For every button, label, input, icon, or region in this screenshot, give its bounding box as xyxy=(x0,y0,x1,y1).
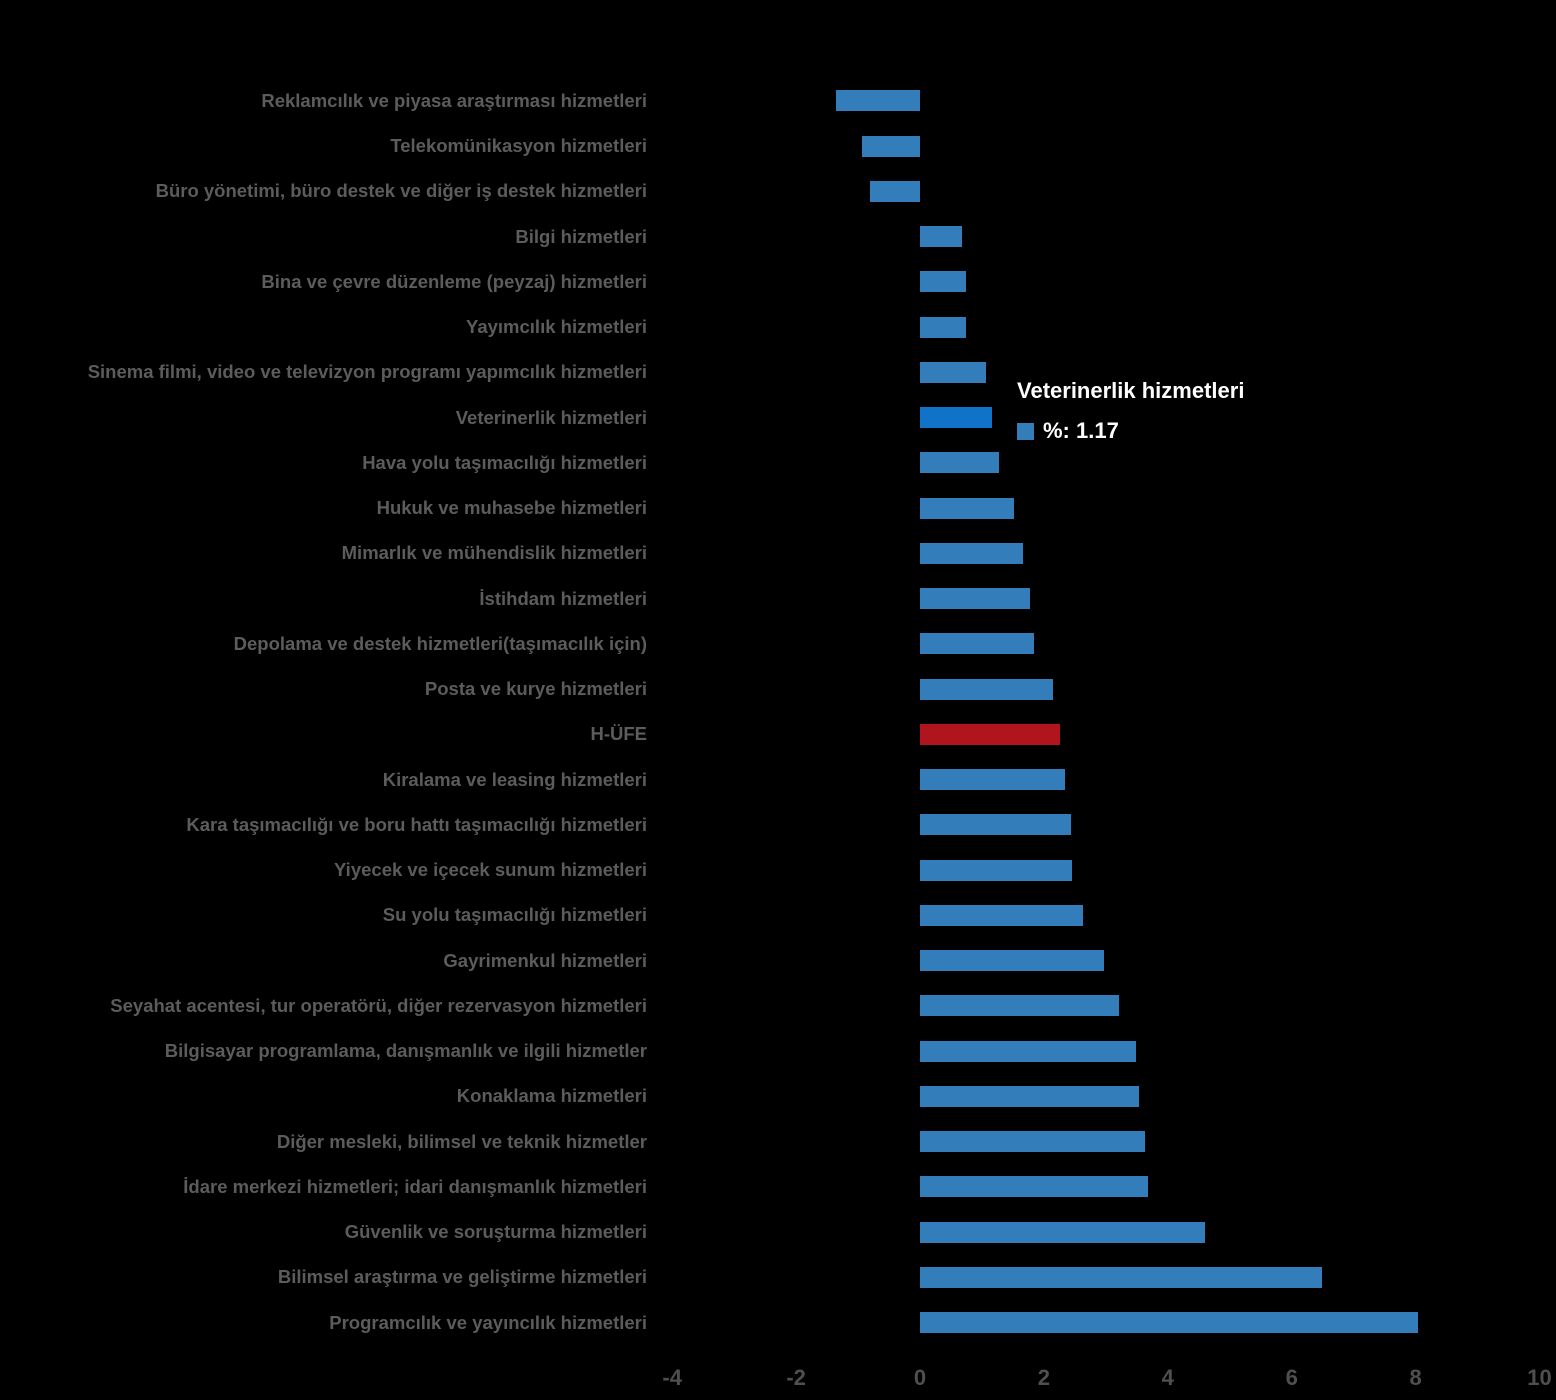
bar[interactable] xyxy=(920,950,1104,972)
bar[interactable] xyxy=(920,1085,1140,1107)
x-axis-tick-label: 10 xyxy=(1527,1365,1552,1390)
x-axis-tick-label: 0 xyxy=(913,1365,927,1390)
bar[interactable] xyxy=(920,1312,1419,1334)
category-label: Programcılık ve yayıncılık hizmetleri xyxy=(329,1311,647,1333)
bar[interactable] xyxy=(920,678,1053,700)
category-label: İstihdam hizmetleri xyxy=(479,587,647,609)
x-axis-tick-label: 2 xyxy=(1037,1365,1051,1390)
tooltip-title: Veterinerlik hizmetleri xyxy=(1017,378,1245,403)
category-label: Bilgi hizmetleri xyxy=(515,225,647,247)
bar[interactable] xyxy=(861,135,920,157)
category-label: Kiralama ve leasing hizmetleri xyxy=(382,768,647,790)
category-label: Büro yönetimi, büro destek ve diğer iş d… xyxy=(155,180,647,202)
category-label: Telekomünikasyon hizmetleri xyxy=(390,135,647,157)
bar[interactable] xyxy=(920,1131,1145,1153)
bar[interactable] xyxy=(836,90,920,112)
bar[interactable] xyxy=(920,769,1065,791)
category-label: Sinema filmi, video ve televizyon progra… xyxy=(87,361,647,383)
category-label: Reklamcılık ve piyasa araştırması hizmet… xyxy=(261,89,647,111)
category-label: Diğer mesleki, bilimsel ve teknik hizmet… xyxy=(276,1130,647,1152)
bar[interactable] xyxy=(920,226,962,248)
tooltip-value: %: 1.17 xyxy=(1043,418,1119,443)
category-label: Depolama ve destek hizmetleri(taşımacılı… xyxy=(233,632,647,654)
bar[interactable] xyxy=(920,1040,1137,1062)
bar-hufe[interactable] xyxy=(920,723,1060,745)
bar[interactable] xyxy=(920,588,1031,610)
bar[interactable] xyxy=(920,542,1023,564)
category-label: Yiyecek ve içecek sunum hizmetleri xyxy=(334,859,647,881)
x-axis-tick-label: 4 xyxy=(1161,1365,1174,1390)
category-label: Hava yolu taşımacılığı hizmetleri xyxy=(362,451,647,473)
bar[interactable] xyxy=(920,814,1071,836)
bar[interactable] xyxy=(869,180,920,202)
category-label: Mimarlık ve mühendislik hizmetleri xyxy=(341,542,647,564)
bar[interactable] xyxy=(920,995,1120,1017)
category-label: Konaklama hizmetleri xyxy=(456,1085,647,1107)
category-label: Yayımcılık hizmetleri xyxy=(466,316,647,338)
category-label: Güvenlik ve soruşturma hizmetleri xyxy=(344,1221,647,1243)
category-label: Seyahat acentesi, tur operatörü, diğer r… xyxy=(110,994,647,1016)
bar[interactable] xyxy=(920,633,1034,655)
bar[interactable] xyxy=(920,1176,1148,1198)
bar[interactable] xyxy=(920,904,1083,926)
bar[interactable] xyxy=(920,407,993,429)
bar[interactable] xyxy=(920,859,1073,881)
category-label: Bilgisayar programlama, danışmanlık ve i… xyxy=(164,1040,647,1062)
category-label: Su yolu taşımacılığı hizmetleri xyxy=(382,904,647,926)
category-label: Gayrimenkul hizmetleri xyxy=(443,949,647,971)
x-axis-tick-label: 6 xyxy=(1285,1365,1298,1390)
category-label: Posta ve kurye hizmetleri xyxy=(424,678,647,700)
tooltip-series-swatch-icon xyxy=(1017,422,1034,440)
bar[interactable] xyxy=(920,1266,1323,1288)
category-label: Bina ve çevre düzenleme (peyzaj) hizmetl… xyxy=(261,270,647,292)
bar[interactable] xyxy=(920,316,967,338)
bar[interactable] xyxy=(920,1221,1205,1243)
bar[interactable] xyxy=(920,361,986,383)
category-label: Veterinerlik hizmetleri xyxy=(455,406,647,428)
category-label: İdare merkezi hizmetleri; idari danışman… xyxy=(183,1175,647,1197)
category-label: Bilimsel araştırma ve geliştirme hizmetl… xyxy=(277,1266,647,1288)
bar[interactable] xyxy=(920,271,966,293)
bar[interactable] xyxy=(920,497,1014,519)
category-label: Kara taşımacılığı ve boru hattı taşımacı… xyxy=(186,813,647,835)
x-axis-tick-label: -4 xyxy=(662,1365,682,1390)
tooltip: Veterinerlik hizmetleri %: 1.17 xyxy=(1017,378,1244,444)
x-axis-tick-label: 8 xyxy=(1409,1365,1422,1390)
x-axis-tick-label: -2 xyxy=(786,1365,806,1390)
bar[interactable] xyxy=(920,452,1000,474)
category-label: H-ÜFE xyxy=(590,723,647,745)
category-label: Hukuk ve muhasebe hizmetleri xyxy=(376,497,647,519)
